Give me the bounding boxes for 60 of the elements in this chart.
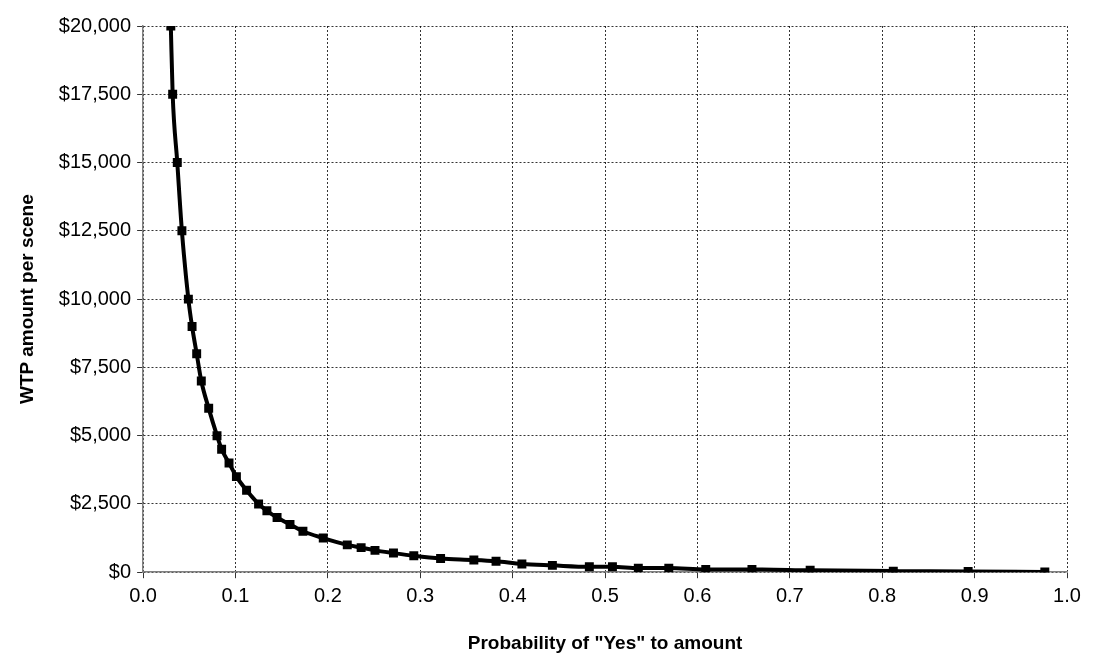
x-tick-label: 0.8 [868, 583, 897, 606]
point [172, 158, 182, 168]
point [409, 551, 419, 561]
x-tick-label: 0.3 [406, 583, 435, 606]
point [285, 519, 295, 529]
point [231, 472, 241, 482]
y-tick-label: $15,000 [58, 150, 132, 173]
point [196, 376, 206, 386]
point [254, 499, 264, 509]
x-tick-label: 0.6 [683, 583, 712, 606]
y-tick-label: $20,000 [58, 13, 132, 36]
point [370, 545, 380, 555]
point [607, 562, 617, 572]
point [888, 566, 898, 573]
point [664, 563, 674, 573]
point [183, 294, 193, 304]
point [242, 485, 252, 495]
point [217, 444, 227, 454]
point [342, 540, 352, 550]
y-tick-label: $7,500 [69, 354, 132, 377]
point [963, 566, 973, 573]
x-tick-label: 0.1 [221, 583, 250, 606]
x-tick-label: 0.5 [591, 583, 619, 606]
point [192, 349, 202, 359]
x-tick-label: 1.0 [1053, 583, 1081, 606]
y-axis-title: WTP amount per scene [15, 194, 37, 404]
x-tick-label: 0.7 [775, 583, 804, 606]
y-tick-label: $5,000 [69, 423, 132, 446]
y-tick-label: $12,500 [58, 218, 132, 241]
point [547, 560, 557, 570]
point [212, 431, 222, 441]
point [436, 554, 446, 564]
point [633, 563, 643, 573]
point [701, 564, 711, 573]
point [469, 555, 479, 565]
point [747, 564, 757, 573]
point [187, 321, 197, 331]
point [298, 526, 308, 536]
point [262, 506, 272, 516]
point [168, 89, 178, 99]
x-tick-label: 0.4 [498, 583, 527, 606]
point [204, 403, 214, 413]
point [389, 548, 398, 558]
y-tick-label: $0 [108, 559, 132, 582]
x-axis-title: Probability of "Yes" to amount [467, 631, 743, 653]
y-tick-label: $17,500 [58, 81, 132, 104]
y-tick-label: $10,000 [58, 286, 132, 309]
point [491, 556, 501, 566]
point [584, 562, 594, 572]
point [177, 226, 187, 236]
y-tick-label: $2,500 [69, 491, 132, 514]
point [272, 513, 282, 523]
x-tick-label: 0.2 [313, 583, 342, 606]
point [517, 559, 527, 569]
x-tick-label: 0.9 [960, 583, 989, 606]
point [318, 533, 328, 543]
point [805, 565, 815, 573]
point [224, 458, 234, 468]
x-tick-label: 0.0 [129, 583, 157, 606]
point [356, 543, 366, 553]
